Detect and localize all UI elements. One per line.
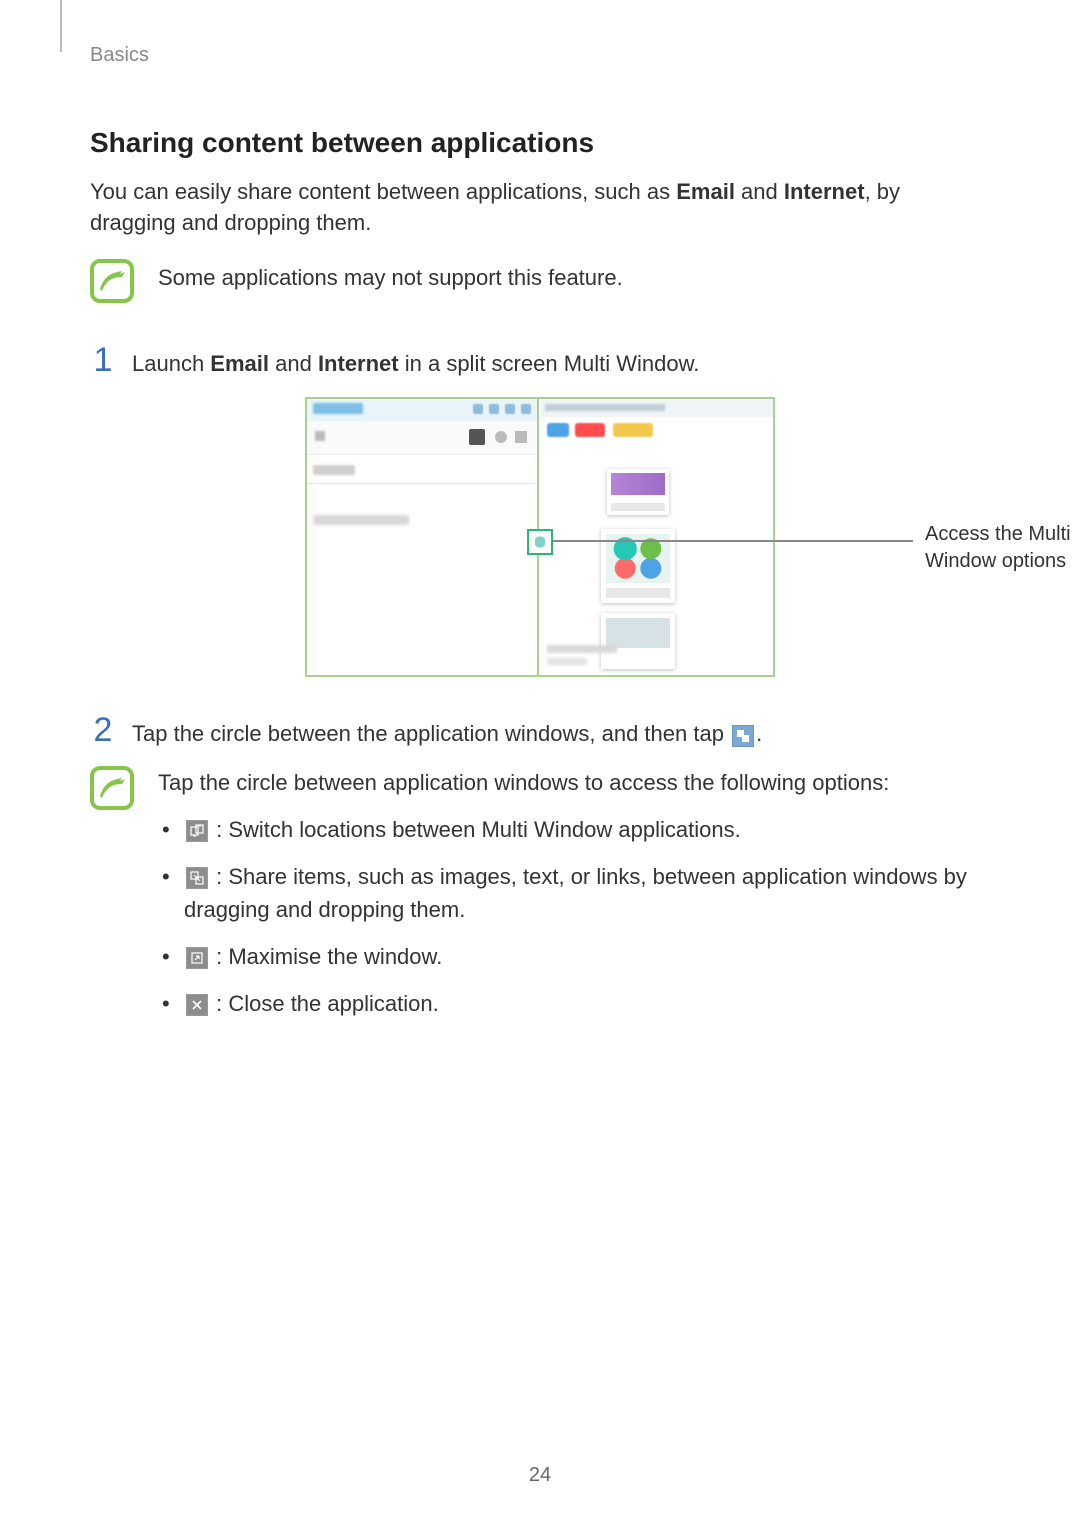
step-1-mid: and bbox=[269, 351, 318, 376]
step-1-number: 1 bbox=[90, 343, 116, 377]
section-heading: Sharing content between applications bbox=[90, 127, 990, 159]
page-number: 24 bbox=[0, 1464, 1080, 1487]
option-maximise-text: : Maximise the window. bbox=[210, 944, 442, 969]
figure: Access the Multi Window options bbox=[90, 397, 990, 677]
step-2: 2 Tap the circle between the application… bbox=[90, 713, 990, 750]
option-share: : Share items, such as images, text, or … bbox=[158, 860, 990, 926]
option-share-text: : Share items, such as images, text, or … bbox=[184, 864, 967, 922]
close-icon bbox=[186, 994, 208, 1016]
step-1-post: in a split screen Multi Window. bbox=[399, 351, 700, 376]
note-icon bbox=[90, 766, 134, 810]
step-2-number: 2 bbox=[90, 713, 116, 747]
option-maximise: : Maximise the window. bbox=[158, 940, 990, 973]
note-text: Some applications may not support this f… bbox=[158, 259, 623, 294]
thumb-1 bbox=[607, 469, 669, 515]
tablet-screenshot bbox=[305, 397, 775, 677]
step-2-post: . bbox=[756, 721, 762, 746]
option-switch-text: : Switch locations between Multi Window … bbox=[210, 817, 741, 842]
intro-bold-email: Email bbox=[676, 179, 735, 204]
step-1-b1: Email bbox=[210, 351, 269, 376]
intro-mid: and bbox=[735, 179, 784, 204]
step-1-b2: Internet bbox=[318, 351, 399, 376]
switch-windows-icon bbox=[186, 820, 208, 842]
share-items-icon bbox=[186, 867, 208, 889]
thumb-3 bbox=[601, 613, 675, 669]
option-close-text: : Close the application. bbox=[210, 991, 439, 1016]
callout-text: Access the Multi Window options bbox=[925, 521, 1080, 575]
options-list: : Switch locations between Multi Window … bbox=[158, 813, 990, 1020]
callout-line bbox=[553, 540, 913, 542]
options-note: Tap the circle between application windo… bbox=[90, 766, 990, 1034]
step-1-pre: Launch bbox=[132, 351, 210, 376]
option-switch: : Switch locations between Multi Window … bbox=[158, 813, 990, 846]
note-icon bbox=[90, 259, 134, 303]
step-2-text: Tap the circle between the application w… bbox=[132, 719, 762, 750]
step-2-pre: Tap the circle between the application w… bbox=[132, 721, 730, 746]
option-close: : Close the application. bbox=[158, 987, 990, 1020]
left-app-header bbox=[307, 399, 537, 421]
intro-pre: You can easily share content between app… bbox=[90, 179, 676, 204]
step-1: 1 Launch Email and Internet in a split s… bbox=[90, 343, 990, 380]
handle-dot-icon bbox=[535, 534, 545, 550]
multiwindow-right-pane bbox=[541, 399, 773, 675]
breadcrumb: Basics bbox=[90, 44, 990, 67]
intro-bold-internet: Internet bbox=[784, 179, 865, 204]
note-box: Some applications may not support this f… bbox=[90, 259, 990, 303]
right-app-header bbox=[541, 399, 773, 417]
multiwindow-handle bbox=[527, 529, 553, 555]
header-rule bbox=[60, 0, 62, 52]
left-subheader bbox=[307, 421, 537, 455]
options-note-body: Tap the circle between application windo… bbox=[158, 766, 990, 1034]
page: Basics Sharing content between applicati… bbox=[0, 0, 1080, 1527]
maximise-icon bbox=[186, 947, 208, 969]
intro-paragraph: You can easily share content between app… bbox=[90, 177, 990, 239]
step-1-text: Launch Email and Internet in a split scr… bbox=[132, 349, 699, 380]
options-lead: Tap the circle between application windo… bbox=[158, 766, 990, 799]
share-items-icon bbox=[732, 725, 754, 747]
multiwindow-left-pane bbox=[307, 399, 539, 675]
